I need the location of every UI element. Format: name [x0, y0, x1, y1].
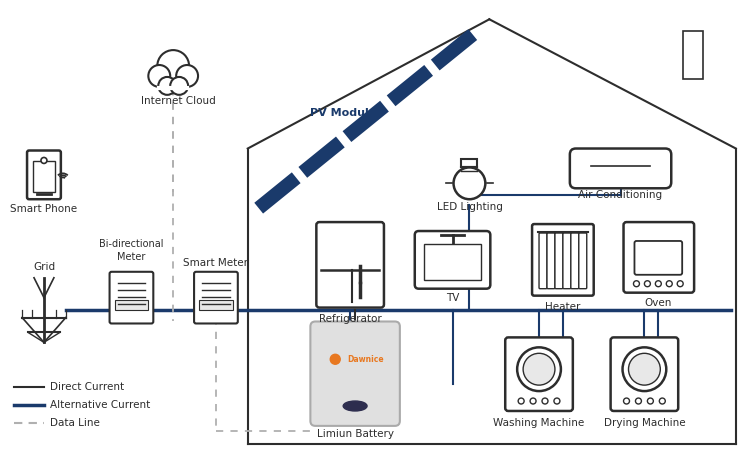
FancyBboxPatch shape	[634, 241, 682, 275]
FancyBboxPatch shape	[424, 244, 482, 280]
Circle shape	[158, 77, 176, 95]
Circle shape	[647, 398, 653, 404]
FancyBboxPatch shape	[570, 149, 671, 188]
FancyBboxPatch shape	[539, 233, 547, 289]
Text: Oven: Oven	[645, 298, 672, 307]
Circle shape	[554, 398, 560, 404]
Circle shape	[622, 347, 666, 391]
Circle shape	[628, 353, 660, 385]
Text: Air Conditioning: Air Conditioning	[578, 190, 662, 200]
Bar	[115, 299, 148, 309]
Circle shape	[523, 353, 555, 385]
Text: Direct Current: Direct Current	[50, 382, 124, 392]
Circle shape	[176, 65, 198, 87]
Circle shape	[518, 347, 561, 391]
Circle shape	[659, 398, 665, 404]
Bar	[683, 31, 703, 79]
FancyBboxPatch shape	[571, 233, 579, 289]
FancyBboxPatch shape	[532, 224, 594, 296]
Text: Dawnice: Dawnice	[347, 355, 384, 364]
Text: Data Line: Data Line	[50, 418, 100, 428]
FancyBboxPatch shape	[563, 233, 571, 289]
Text: Bi-directional
Meter: Bi-directional Meter	[99, 239, 164, 262]
Circle shape	[518, 398, 524, 404]
Text: PV Module: PV Module	[310, 108, 376, 118]
Circle shape	[41, 158, 47, 164]
Circle shape	[170, 77, 188, 95]
Text: Heater: Heater	[545, 302, 580, 312]
Circle shape	[148, 65, 170, 87]
Text: Grid: Grid	[33, 262, 55, 272]
FancyBboxPatch shape	[506, 337, 573, 411]
FancyBboxPatch shape	[194, 272, 238, 324]
FancyBboxPatch shape	[33, 161, 55, 192]
Circle shape	[330, 354, 340, 364]
Circle shape	[666, 281, 672, 287]
FancyBboxPatch shape	[555, 233, 563, 289]
Text: TV: TV	[446, 293, 459, 303]
FancyBboxPatch shape	[316, 222, 384, 307]
FancyBboxPatch shape	[415, 231, 491, 289]
FancyBboxPatch shape	[579, 233, 586, 289]
Text: LED Lighting: LED Lighting	[436, 202, 502, 212]
FancyBboxPatch shape	[610, 337, 678, 411]
Text: Drying Machine: Drying Machine	[604, 418, 686, 428]
Text: Internet Cloud: Internet Cloud	[141, 96, 215, 106]
Circle shape	[530, 398, 536, 404]
Text: Refrigerator: Refrigerator	[319, 315, 382, 324]
Text: Smart Phone: Smart Phone	[10, 204, 77, 214]
Circle shape	[542, 398, 548, 404]
Text: Smart Meter: Smart Meter	[184, 258, 248, 268]
Text: Alternative Current: Alternative Current	[50, 400, 150, 410]
FancyBboxPatch shape	[310, 322, 400, 426]
Circle shape	[158, 50, 189, 82]
Bar	[461, 159, 478, 167]
FancyBboxPatch shape	[110, 272, 153, 324]
Circle shape	[644, 281, 650, 287]
Text: Washing Machine: Washing Machine	[494, 418, 585, 428]
Circle shape	[635, 398, 641, 404]
FancyBboxPatch shape	[623, 222, 694, 293]
FancyBboxPatch shape	[547, 233, 555, 289]
Ellipse shape	[344, 401, 367, 411]
Bar	[199, 299, 232, 309]
Circle shape	[454, 167, 485, 199]
Circle shape	[634, 281, 640, 287]
Text: Limiun Battery: Limiun Battery	[316, 429, 394, 439]
FancyBboxPatch shape	[27, 150, 61, 199]
Circle shape	[677, 281, 683, 287]
Circle shape	[656, 281, 662, 287]
Circle shape	[623, 398, 629, 404]
